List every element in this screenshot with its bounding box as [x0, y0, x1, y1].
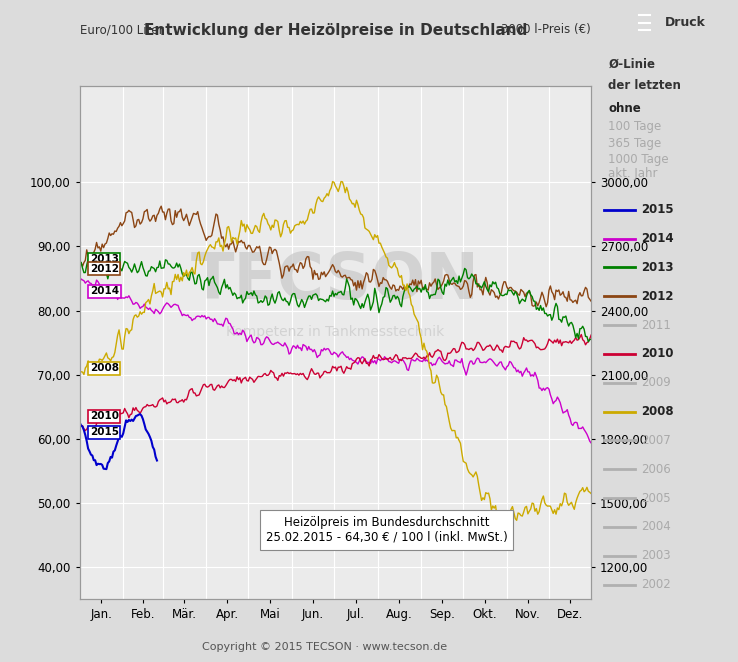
- Text: 1000 Tage: 1000 Tage: [608, 153, 669, 166]
- Text: 2012: 2012: [90, 264, 119, 274]
- Text: 365 Tage: 365 Tage: [608, 137, 661, 150]
- Text: 3000 l-Preis (€): 3000 l-Preis (€): [500, 23, 590, 36]
- Text: 2009: 2009: [641, 376, 671, 389]
- Text: 2012: 2012: [641, 290, 674, 303]
- Text: der letzten: der letzten: [608, 79, 681, 92]
- Text: 2008: 2008: [90, 363, 119, 373]
- Text: Kompetenz in Tankmesstechnik: Kompetenz in Tankmesstechnik: [227, 325, 444, 340]
- Text: 2007: 2007: [641, 434, 671, 447]
- Text: 2004: 2004: [641, 520, 671, 534]
- Text: 2008: 2008: [641, 405, 674, 418]
- Text: 2002: 2002: [641, 578, 671, 591]
- Text: 2010: 2010: [641, 348, 674, 360]
- Text: 2005: 2005: [641, 492, 671, 504]
- Text: ohne: ohne: [608, 102, 641, 115]
- Text: Heizölpreis im Bundesdurchschnitt
25.02.2015 - 64,30 € / 100 l (inkl. MwSt.): Heizölpreis im Bundesdurchschnitt 25.02.…: [266, 516, 508, 544]
- Text: akt. Jahr: akt. Jahr: [608, 167, 658, 180]
- Text: Euro/100 Liter: Euro/100 Liter: [80, 23, 163, 36]
- Text: 100 Tage: 100 Tage: [608, 120, 661, 134]
- Text: Ø-Linie: Ø-Linie: [608, 58, 655, 71]
- Text: 2003: 2003: [641, 549, 671, 562]
- Text: Druck: Druck: [664, 16, 706, 29]
- Text: 2015: 2015: [90, 428, 119, 438]
- Text: TECSON: TECSON: [191, 250, 480, 312]
- Text: Entwicklung der Heizölpreise in Deutschland: Entwicklung der Heizölpreise in Deutschl…: [144, 23, 528, 38]
- Text: 2010: 2010: [90, 411, 119, 421]
- Text: 2011: 2011: [641, 318, 671, 332]
- Text: 2013: 2013: [90, 254, 119, 264]
- Text: 2015: 2015: [641, 203, 674, 216]
- Text: 2014: 2014: [641, 232, 674, 245]
- Text: 2006: 2006: [641, 463, 671, 476]
- Text: 2014: 2014: [90, 286, 119, 297]
- Text: 2013: 2013: [641, 261, 674, 274]
- Text: Copyright © 2015 TECSON · www.tecson.de: Copyright © 2015 TECSON · www.tecson.de: [202, 642, 447, 652]
